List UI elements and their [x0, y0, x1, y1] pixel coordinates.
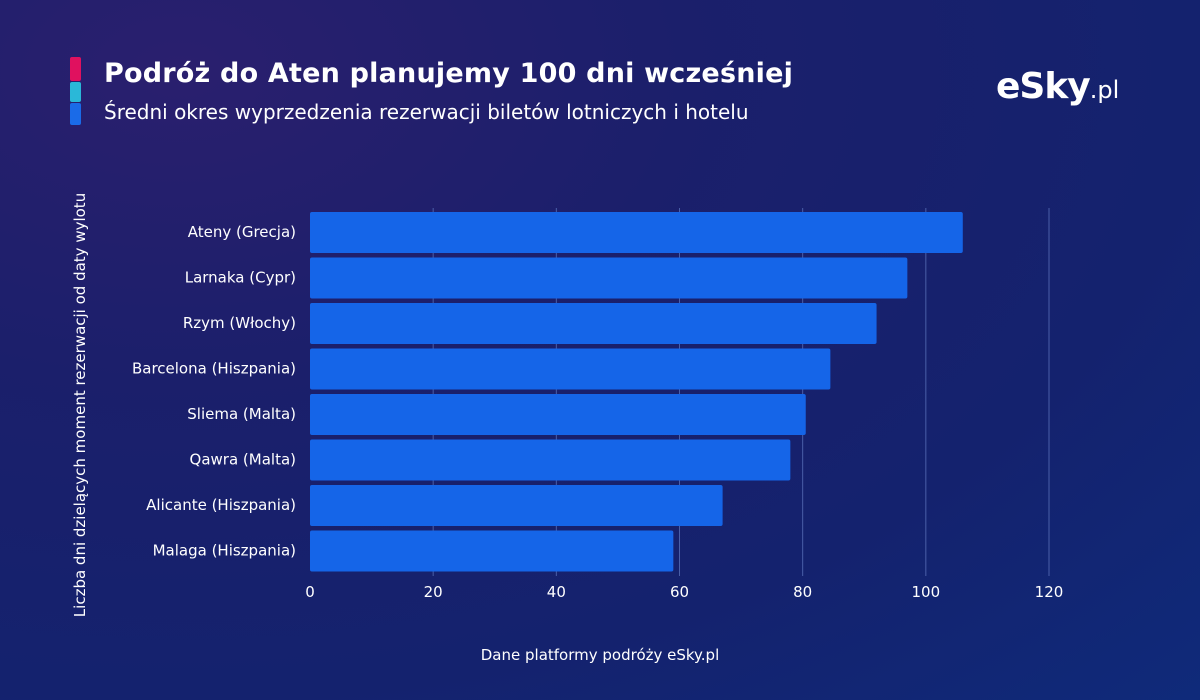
logo-tld: .pl: [1089, 76, 1120, 104]
logo-brand: eSky: [996, 66, 1091, 107]
esky-logo: eSky.pl: [996, 66, 1119, 107]
category-labels: Ateny (Grecja) Larnaka (Cypr) Rzym (Włochy…: [132, 223, 296, 560]
category-label: Malaga (Hiszpania): [153, 542, 296, 560]
x-tick-label: 100: [912, 583, 941, 601]
x-tick-label: 60: [670, 583, 689, 601]
source-note: Dane platformy podróży eSky.pl: [480, 646, 720, 664]
category-label: Rzym (Włochy): [183, 314, 296, 332]
x-tick-label: 80: [793, 583, 812, 601]
x-tick-label: 0: [305, 583, 315, 601]
category-label: Barcelona (Hiszpania): [132, 360, 296, 378]
category-label: Sliema (Malta): [187, 405, 296, 423]
category-label: Larnaka (Cypr): [185, 269, 296, 287]
x-tick-label: 20: [424, 583, 443, 601]
bar: [310, 485, 723, 526]
bar: [310, 257, 908, 299]
accent-bar-middle: [70, 82, 81, 102]
x-tick-label: 40: [547, 583, 566, 601]
bar: [310, 439, 791, 481]
bars: [310, 212, 963, 572]
bar: [310, 212, 963, 253]
chart-title: Podróż do Aten planujemy 100 dni wcześni…: [104, 58, 794, 89]
x-tick-labels: 0 20 40 60 80 100 120: [305, 583, 1063, 601]
x-tick-label: 120: [1035, 583, 1064, 601]
accent-bar-bottom: [70, 103, 81, 125]
bar: [310, 394, 806, 435]
category-label: Qawra (Malta): [190, 451, 296, 469]
chart-subtitle: Średni okres wyprzedzenia rezerwacji bil…: [104, 100, 749, 124]
accent-bar-top: [70, 57, 81, 81]
bar: [310, 530, 674, 572]
category-label: Ateny (Grecja): [188, 223, 296, 241]
category-label: Alicante (Hiszpania): [146, 496, 296, 514]
bar: [310, 303, 877, 344]
bar: [310, 348, 831, 390]
